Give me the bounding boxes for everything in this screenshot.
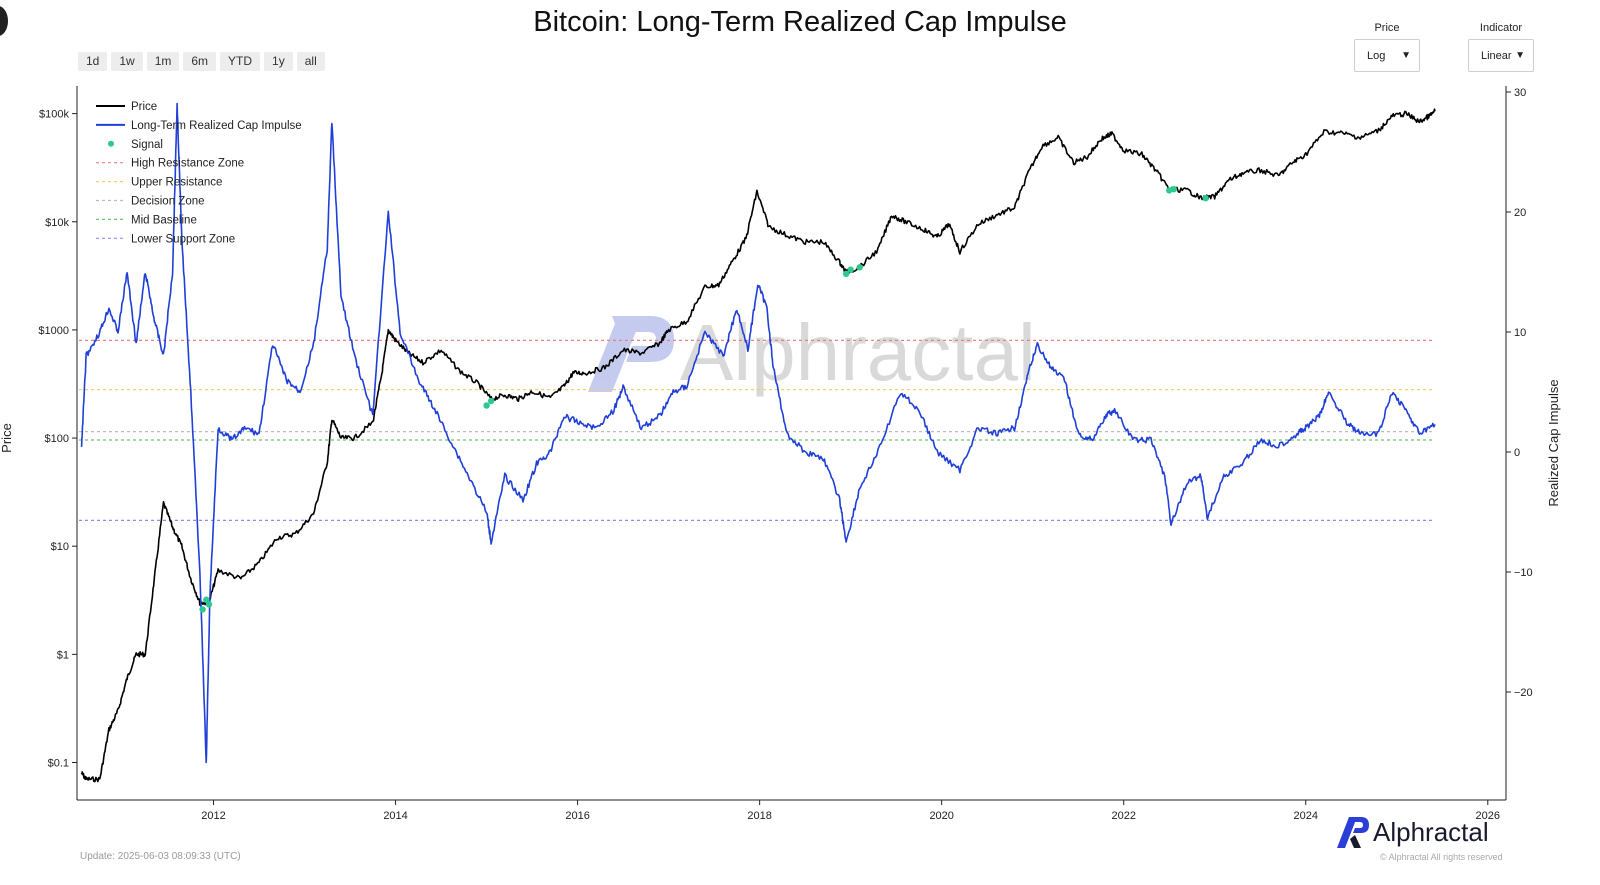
legend-label-decision-zone: Decision Zone (131, 196, 205, 208)
y-left-axis-title: Price (0, 423, 14, 453)
chevron-down-icon: ▼ (1515, 50, 1525, 61)
signal-point (203, 596, 210, 603)
indicator-scale-control: Indicator Linear ▼ (1468, 22, 1534, 72)
x-tick-label: 2024 (1294, 810, 1318, 822)
chevron-down-icon: ▼ (1401, 50, 1411, 61)
x-tick-label: 2026 (1476, 810, 1500, 822)
y-left-tick-label: $100k (39, 109, 69, 121)
x-tick-label: 2012 (201, 810, 225, 822)
signal-point (847, 266, 854, 273)
alphractal-logo-icon (1337, 817, 1369, 848)
corner-marker (0, 6, 8, 36)
signal-point (483, 402, 490, 409)
range-all-button[interactable]: all (296, 52, 325, 71)
y-left-tick-label: $10 (51, 541, 69, 553)
signal-point (199, 606, 206, 613)
indicator-scale-value: Linear (1481, 49, 1512, 62)
price-scale-value: Log (1367, 49, 1386, 62)
signal-point (1202, 195, 1209, 202)
brand-name: Alphractal (1373, 816, 1489, 847)
signal-point (205, 601, 213, 608)
range-ytd-button[interactable]: YTD (220, 52, 261, 71)
y-right-tick-label: −10 (1514, 567, 1533, 579)
y-right-axis-title: Realized Cap Impulse (1546, 379, 1561, 506)
update-timestamp: Update: 2025-06-03 08:09:33 (UTC) (80, 851, 241, 862)
chart-title: Bitcoin: Long-Term Realized Cap Impulse (533, 6, 1067, 38)
copyright-text: © Alphractal All rights reserved (1380, 852, 1503, 862)
x-tick-label: 2018 (747, 810, 771, 822)
legend-label-upper-resistance: Upper Resistance (131, 177, 222, 189)
y-left-tick-label: $1 (57, 649, 69, 661)
legend-label-signal: Signal (131, 139, 163, 151)
legend-marker-signal (108, 140, 114, 147)
y-right-tick-label: 20 (1514, 207, 1526, 219)
range-1m-button[interactable]: 1m (146, 52, 180, 71)
brand-logo: Alphractal (1335, 815, 1489, 849)
legend-label-price: Price (131, 101, 157, 113)
signal-point (487, 397, 495, 405)
indicator-scale-label: Indicator (1479, 22, 1523, 34)
y-left-tick-label: $0.1 (48, 757, 69, 769)
range-1d-button[interactable]: 1d (78, 52, 108, 71)
watermark-logo: Alphractal (588, 308, 1036, 397)
impulse-series-line (80, 102, 1436, 764)
signal-point (842, 270, 850, 278)
price-series-line (80, 108, 1436, 783)
legend-label-lower-support-zone: Lower Support Zone (131, 233, 235, 245)
y-left-tick-label: $100 (45, 433, 69, 445)
price-scale-control: Price Log ▼ (1354, 22, 1420, 72)
y-right-tick-label: −20 (1514, 687, 1533, 699)
range-6m-button[interactable]: 6m (183, 52, 217, 71)
legend-label-mid-baseline: Mid Baseline (131, 214, 197, 226)
price-scale-label: Price (1374, 22, 1400, 34)
range-1y-button[interactable]: 1y (264, 52, 293, 71)
y-left-tick-label: $10k (45, 217, 69, 229)
legend-label-high-resistance-zone: High Resistance Zone (131, 158, 244, 170)
legend-label-long-term-realized-cap-impulse: Long-Term Realized Cap Impulse (131, 120, 302, 132)
signal-point (1170, 185, 1177, 193)
x-tick-label: 2022 (1111, 810, 1135, 822)
x-tick-label: 2020 (929, 810, 953, 822)
signal-point (856, 264, 863, 271)
price-scale-select[interactable]: Log ▼ (1354, 39, 1420, 72)
indicator-scale-select[interactable]: Linear ▼ (1468, 39, 1534, 72)
y-right-tick-label: 0 (1514, 447, 1520, 459)
range-1w-button[interactable]: 1w (111, 52, 143, 71)
x-tick-label: 2016 (565, 810, 589, 822)
y-left-tick-label: $1000 (38, 325, 69, 337)
watermark-text: Alphractal (680, 308, 1036, 397)
x-tick-label: 2014 (383, 810, 407, 822)
range-selector: 1d 1w 1m 6m YTD 1y all (78, 52, 325, 71)
y-right-tick-label: 30 (1514, 87, 1526, 99)
y-right-tick-label: 10 (1514, 327, 1526, 339)
